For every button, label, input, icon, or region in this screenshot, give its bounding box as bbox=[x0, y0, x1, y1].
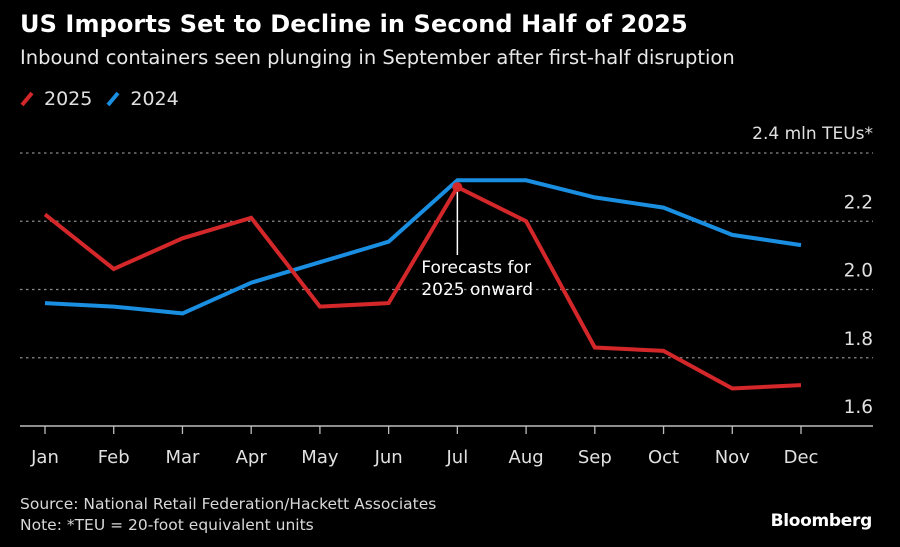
source-text: Source: National Retail Federation/Hacke… bbox=[20, 495, 437, 513]
x-tick-label: Aug bbox=[509, 447, 544, 468]
legend-swatch-2024 bbox=[106, 91, 120, 107]
x-tick-label: Dec bbox=[784, 447, 819, 468]
legend-label-2025: 2025 bbox=[44, 88, 93, 110]
bloomberg-logo: Bloomberg bbox=[770, 511, 873, 531]
x-tick-label: Feb bbox=[98, 447, 130, 468]
note-text: Note: *TEU = 20-foot equivalent units bbox=[20, 516, 314, 534]
footer-notes: Source: National Retail Federation/Hacke… bbox=[20, 494, 436, 536]
legend: 2025 2024 bbox=[20, 88, 193, 110]
y-tick-label: 2.2 bbox=[844, 192, 873, 213]
x-tick-label: May bbox=[301, 447, 339, 468]
annotation-text-line: Forecasts for bbox=[421, 258, 531, 278]
x-tick-label: Nov bbox=[715, 447, 750, 468]
series-line-2025 bbox=[43, 184, 802, 391]
series-line-2024 bbox=[44, 178, 802, 316]
annotation-text-line: 2025 onward bbox=[421, 280, 533, 300]
y-tick-label: 2.0 bbox=[844, 261, 873, 282]
y-tick-label: 1.8 bbox=[844, 329, 873, 350]
chart-subtitle: Inbound containers seen plunging in Sept… bbox=[20, 46, 735, 69]
y-tick-label: 1.6 bbox=[844, 397, 873, 418]
chart-title: US Imports Set to Decline in Second Half… bbox=[20, 10, 688, 38]
x-tick-label: Jul bbox=[446, 447, 469, 468]
x-tick-label: Oct bbox=[648, 447, 679, 468]
annotation-text: Forecasts for 2025 onward bbox=[421, 258, 533, 300]
x-tick-label: Jun bbox=[374, 447, 403, 468]
legend-swatch-2025 bbox=[20, 91, 34, 107]
x-tick-label: Apr bbox=[236, 447, 268, 468]
legend-item-2025: 2025 bbox=[20, 88, 92, 110]
legend-label-2024: 2024 bbox=[130, 88, 179, 110]
legend-item-2024: 2024 bbox=[106, 88, 179, 110]
x-tick-label: Sep bbox=[578, 447, 612, 468]
y-tick-label: 2.4 mln TEUs* bbox=[752, 124, 873, 144]
x-tick-label: Jan bbox=[30, 447, 59, 468]
annotation-marker bbox=[452, 182, 463, 193]
x-tick-label: Mar bbox=[165, 447, 200, 468]
